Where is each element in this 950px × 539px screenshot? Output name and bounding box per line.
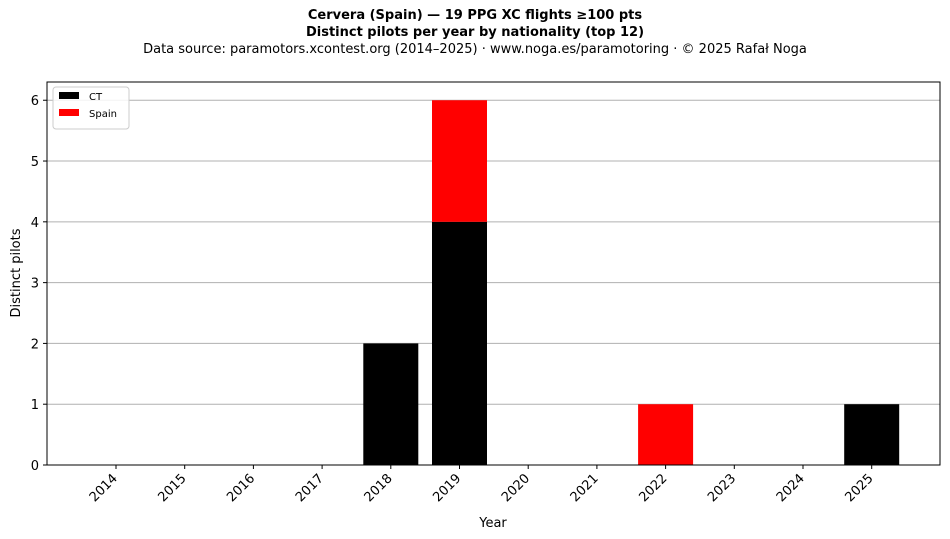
- y-tick-label: 1: [31, 398, 39, 413]
- x-axis: 2014 2015 2016 2017 2018 2019 2020 2021 2022 2023…: [87, 465, 877, 505]
- x-tick-label: 2017: [293, 471, 327, 505]
- x-tick-label: 2021: [568, 471, 602, 505]
- legend-label-spain: Spain: [89, 109, 117, 120]
- x-tick-label: 2019: [430, 471, 464, 505]
- bar-ct-2018: [363, 343, 419, 465]
- bars: [363, 100, 900, 465]
- x-tick-label: 2015: [156, 471, 190, 505]
- x-tick-label: 2024: [774, 471, 808, 505]
- bar-ct-2019: [432, 221, 487, 465]
- legend-swatch-ct: [59, 92, 79, 99]
- y-tick-label: 0: [31, 459, 39, 474]
- legend-label-ct: CT: [89, 92, 103, 103]
- y-tick-label: 3: [31, 277, 39, 292]
- x-tick-label: 2020: [499, 471, 533, 505]
- x-tick-label: 2016: [224, 471, 258, 505]
- y-tick-label: 4: [31, 216, 39, 231]
- x-tick-label: 2025: [843, 471, 877, 505]
- y-tick-label: 6: [31, 94, 39, 109]
- chart-subtitle: Distinct pilots per year by nationality …: [305, 25, 645, 40]
- legend: CT Spain: [52, 86, 130, 130]
- y-axis-label: Distinct pilots: [9, 228, 24, 317]
- gridlines: [47, 99, 940, 405]
- x-tick-label: 2014: [87, 471, 121, 505]
- data-source-note: Data source: paramotors.xcontest.org (20…: [143, 42, 807, 57]
- x-axis-label: Year: [478, 516, 507, 531]
- y-axis: 0 1 2 3 4 5 6: [31, 94, 47, 474]
- x-tick-label: 2022: [636, 471, 670, 505]
- bar-spain-2019: [432, 100, 487, 222]
- bar-ct-2025: [844, 404, 900, 465]
- y-tick-label: 2: [31, 337, 39, 352]
- plot-frame: [46, 81, 941, 466]
- chart-title: Cervera (Spain) — 19 PPG XC flights ≥100…: [307, 8, 643, 23]
- x-tick-label: 2018: [362, 471, 396, 505]
- bar-spain-2022: [638, 404, 694, 465]
- x-tick-label: 2023: [705, 471, 739, 505]
- legend-swatch-spain: [59, 109, 79, 116]
- y-tick-label: 5: [31, 155, 39, 170]
